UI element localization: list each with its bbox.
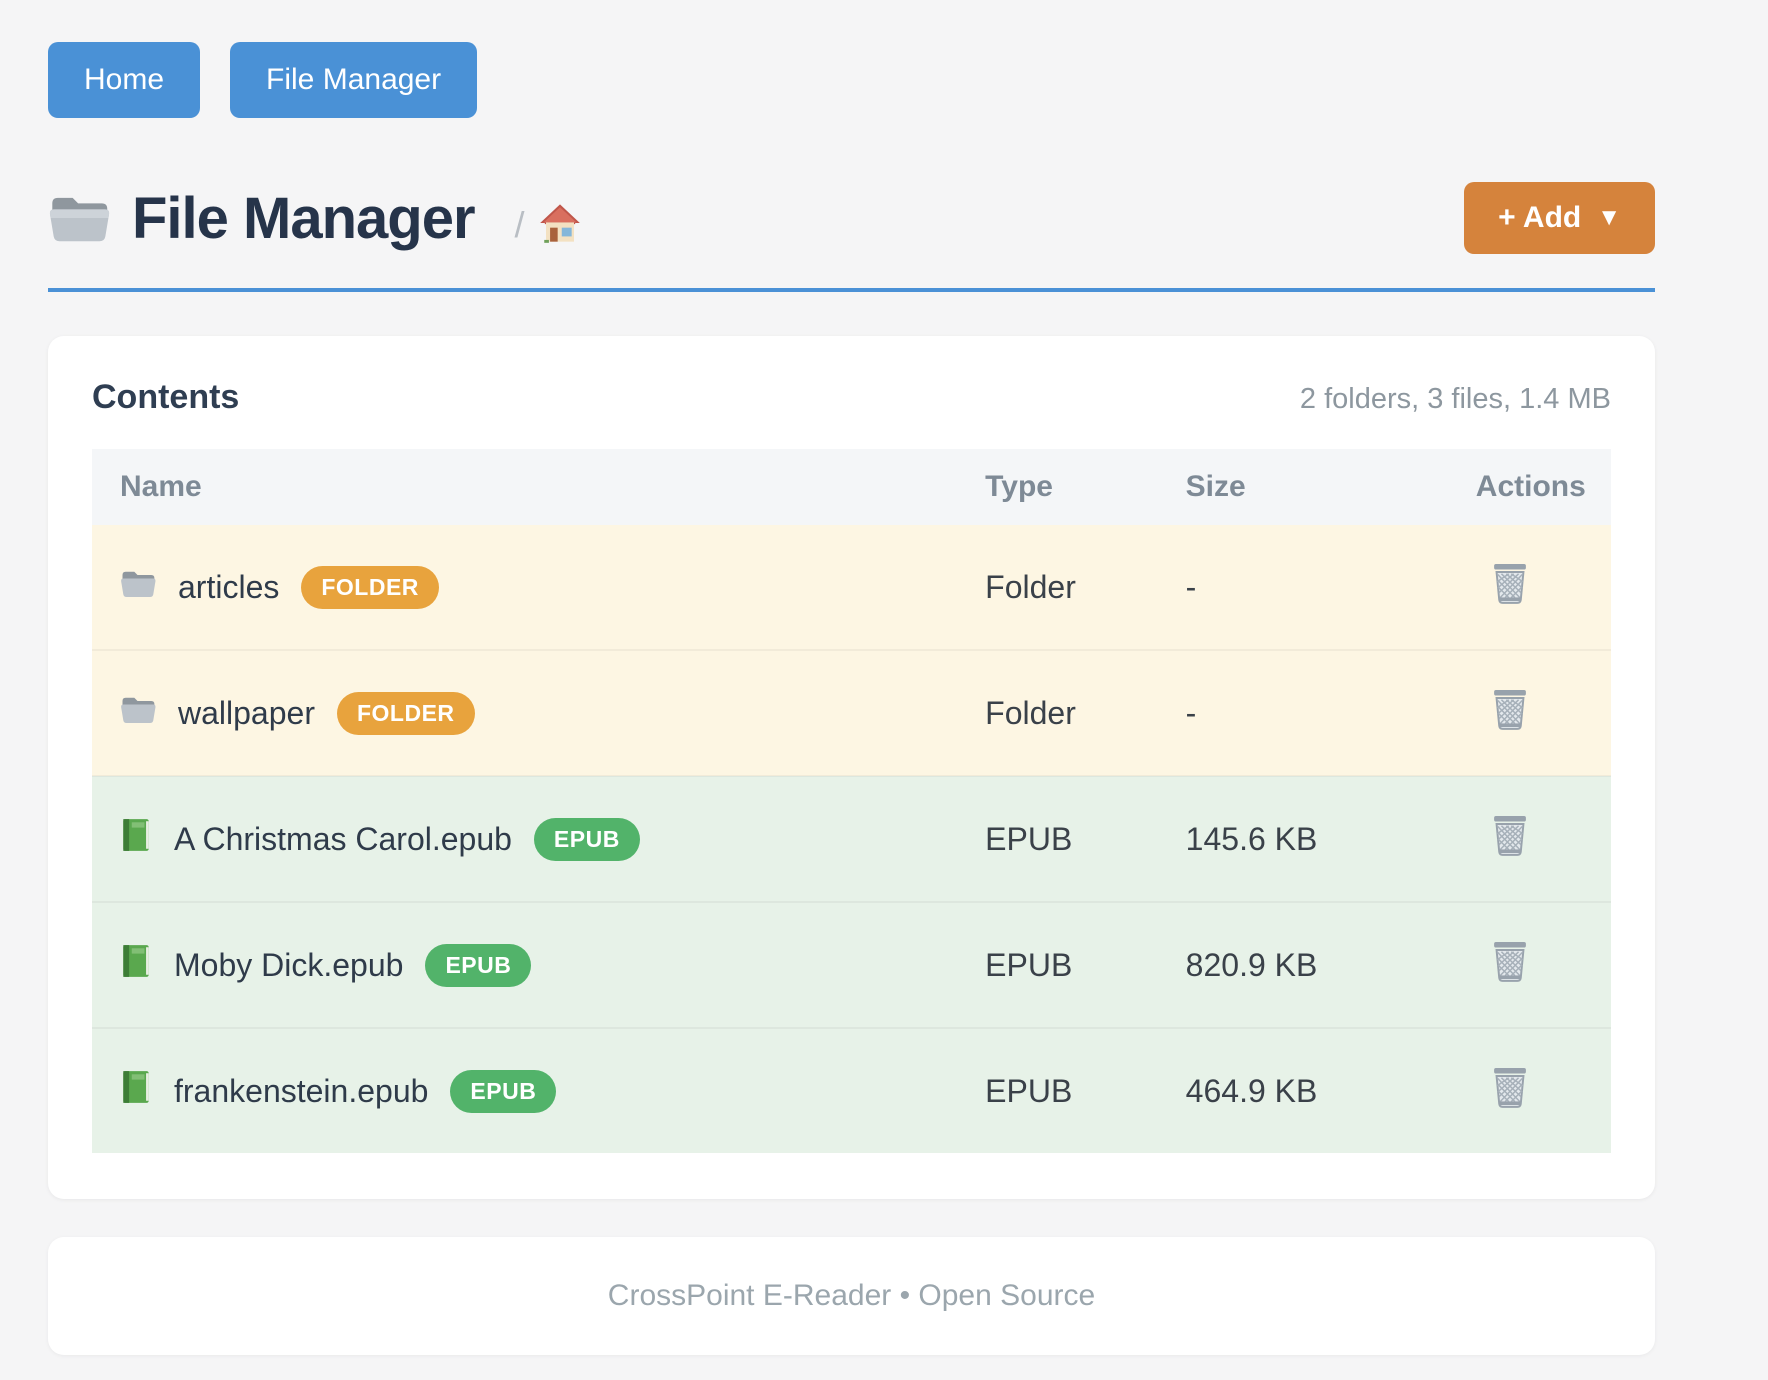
green-book-icon [120,1069,152,1113]
column-header-size: Size [1185,470,1246,503]
contents-title: Contents [92,378,240,416]
file-name: frankenstein.epub [174,1072,429,1109]
column-header-actions: Actions [1475,470,1586,503]
chevron-down-icon: ▼ [1597,204,1621,231]
trash-icon[interactable] [1490,813,1530,857]
add-button[interactable]: + Add ▼ [1464,182,1655,254]
accent-divider [48,288,1655,292]
green-book-icon [120,817,152,861]
file-name: articles [178,568,280,605]
file-table-body: articles FOLDER Folder - [92,525,1611,1153]
page-header: File Manager / + Add ▼ [48,182,1655,254]
file-size: - [1185,650,1476,777]
contents-card: Contents 2 folders, 3 files, 1.4 MB Name… [48,336,1655,1199]
page: Home File Manager File Manager / [48,0,1655,1355]
table-row[interactable]: Moby Dick.epub EPUB EPUB 820.9 KB [92,902,1611,1029]
nav-file-manager-button[interactable]: File Manager [230,42,478,118]
contents-summary: 2 folders, 3 files, 1.4 MB [1299,383,1611,415]
breadcrumb-separator: / [514,204,525,245]
table-row[interactable]: wallpaper FOLDER Folder - [92,650,1611,777]
title-group: File Manager / [48,185,581,252]
table-row[interactable]: A Christmas Carol.epub EPUB EPUB 145.6 K… [92,776,1611,903]
type-badge: FOLDER [336,691,475,735]
file-type: Folder [985,525,1186,651]
file-size: 464.9 KB [1185,1028,1476,1153]
table-header-row: Name Type Size Actions [92,449,1611,525]
nav-home-button[interactable]: Home [48,42,201,118]
page-title: File Manager [132,185,476,251]
file-type: EPUB [985,1028,1186,1153]
file-type: EPUB [985,902,1186,1029]
type-badge: FOLDER [301,565,439,609]
top-nav: Home File Manager [48,0,1655,118]
file-table: Name Type Size Actions [92,449,1611,1153]
folder-icon [120,568,156,607]
trash-icon[interactable] [1490,1065,1530,1109]
column-header-type: Type [985,470,1053,503]
file-name: A Christmas Carol.epub [174,820,512,857]
file-type: EPUB [985,776,1186,903]
file-size: 820.9 KB [1185,902,1476,1029]
file-name: wallpaper [178,694,315,731]
column-header-name: Name [120,470,202,503]
green-book-icon [120,943,152,987]
type-badge: EPUB [425,943,532,987]
file-size: 145.6 KB [1185,776,1476,903]
footer: CrossPoint E-Reader • Open Source [48,1237,1655,1355]
type-badge: EPUB [450,1069,557,1113]
breadcrumb: / [515,203,581,248]
file-name: Moby Dick.epub [174,946,404,983]
trash-icon[interactable] [1490,561,1530,605]
file-size: - [1185,525,1476,651]
footer-text: CrossPoint E-Reader • Open Source [607,1279,1096,1312]
add-button-label: + Add [1498,201,1582,234]
folder-icon [48,191,110,245]
home-icon[interactable] [539,203,581,248]
type-badge: EPUB [533,817,640,861]
folder-icon [120,694,156,733]
file-type: Folder [985,650,1186,777]
contents-card-header: Contents 2 folders, 3 files, 1.4 MB [92,378,1611,417]
table-row[interactable]: frankenstein.epub EPUB EPUB 464.9 KB [92,1028,1611,1153]
trash-icon[interactable] [1490,687,1530,731]
table-row[interactable]: articles FOLDER Folder - [92,525,1611,651]
trash-icon[interactable] [1490,939,1530,983]
